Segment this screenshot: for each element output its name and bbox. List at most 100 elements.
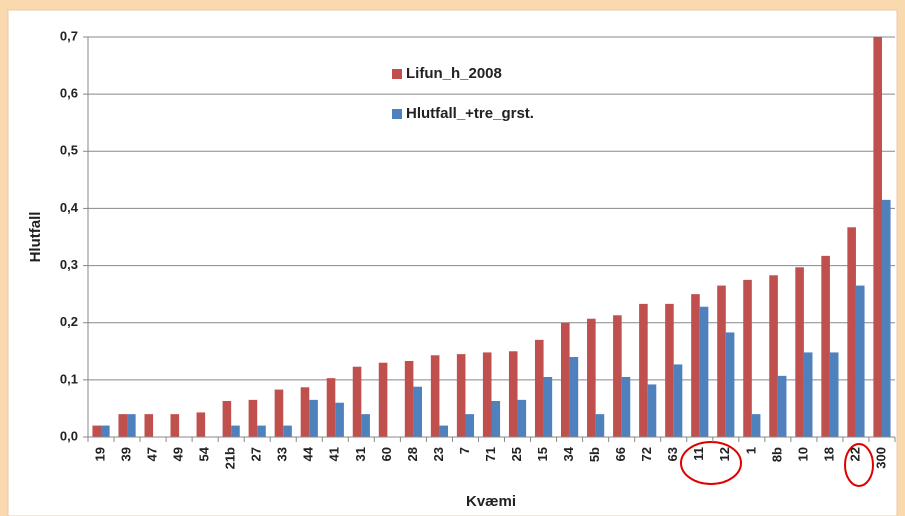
- bar: [430, 355, 440, 437]
- y-tick-label: 0,4: [60, 200, 79, 215]
- y-tick-label: 0,0: [60, 428, 78, 443]
- bar: [569, 357, 579, 437]
- x-tick-label: 39: [118, 447, 133, 461]
- x-tick-label: 72: [639, 447, 654, 461]
- bar: [699, 306, 709, 437]
- bar: [847, 227, 856, 437]
- x-tick-label: 63: [665, 447, 680, 461]
- bar: [873, 37, 882, 437]
- x-tick-label: 300: [873, 447, 888, 469]
- bar: [821, 255, 830, 437]
- bar: [309, 399, 318, 437]
- bar: [118, 414, 128, 437]
- bar: [613, 315, 622, 437]
- bar: [534, 339, 544, 437]
- highlight: [680, 441, 742, 485]
- bar: [803, 352, 813, 437]
- x-tick-label: 18: [821, 447, 836, 461]
- bar: [352, 366, 362, 437]
- bar: [561, 322, 570, 437]
- bar: [456, 354, 466, 437]
- x-tick-label: 11: [691, 447, 706, 461]
- x-tick-label: 44: [301, 446, 316, 461]
- y-tick-label: 0,3: [60, 257, 78, 272]
- bar: [795, 267, 804, 437]
- bar: [491, 401, 501, 437]
- highlight: [844, 443, 874, 487]
- bar: [361, 414, 370, 437]
- x-tick-label: 49: [171, 447, 186, 461]
- y-tick-label: 0,7: [60, 28, 78, 43]
- bar: [639, 303, 648, 437]
- bar: [170, 414, 180, 437]
- bar: [621, 377, 631, 437]
- bar: [465, 414, 475, 437]
- x-tick-label: 41: [327, 447, 342, 461]
- y-tick-label: 0,6: [60, 86, 78, 101]
- x-tick-label: 1: [743, 447, 758, 454]
- legend-label: Lifun_h_2008: [406, 65, 502, 82]
- bar: [725, 332, 735, 437]
- x-axis-title: Kvæmi: [466, 493, 516, 510]
- bar: [855, 285, 865, 437]
- x-tick-label: 15: [535, 447, 550, 461]
- bar: [335, 402, 344, 437]
- x-tick-label: 8b: [769, 447, 784, 462]
- bar: [283, 425, 292, 437]
- bar: [257, 425, 266, 437]
- x-tick-label: 25: [509, 447, 524, 461]
- x-tick-label: 66: [613, 447, 628, 461]
- bar: [829, 352, 839, 437]
- bar: [144, 414, 154, 437]
- y-tick-label: 0,2: [60, 314, 78, 329]
- bar: [751, 414, 761, 437]
- bar: [587, 318, 596, 437]
- bar: [404, 361, 414, 437]
- legend-label: Hlutfall_+tre_grst.: [406, 105, 534, 122]
- y-tick-label: 0,1: [60, 371, 78, 386]
- x-tick-label: 21b: [223, 447, 238, 469]
- bar: [691, 294, 700, 437]
- x-tick-label: 12: [717, 447, 732, 461]
- bar: [717, 285, 726, 437]
- bar: [378, 362, 388, 437]
- x-tick-label: 5b: [587, 447, 602, 462]
- bar: [508, 351, 518, 437]
- x-tick-label: 54: [197, 446, 212, 461]
- x-tick-label: 28: [405, 447, 420, 461]
- x-tick-label: 60: [379, 447, 394, 461]
- x-tick-label: 7: [457, 447, 472, 454]
- x-tick-label: 31: [353, 447, 368, 461]
- x-tick-label: 34: [561, 446, 576, 461]
- bar: [647, 384, 657, 437]
- bar: [248, 399, 258, 437]
- x-tick-label: 47: [145, 447, 160, 461]
- y-axis-title: Hlutfall: [27, 212, 44, 263]
- bar: [92, 425, 102, 437]
- bar: [881, 199, 891, 437]
- bar: [665, 303, 674, 437]
- legend-swatch: [392, 109, 402, 119]
- bar: [326, 378, 336, 437]
- bar: [231, 425, 240, 437]
- bar: [222, 401, 232, 437]
- x-tick-label: 33: [275, 447, 290, 461]
- x-tick-label: 22: [847, 447, 862, 461]
- bar: [769, 275, 778, 437]
- y-tick-label: 0,5: [60, 143, 78, 158]
- bar: [543, 377, 553, 437]
- x-tick-label: 71: [483, 447, 498, 461]
- bar: [300, 387, 310, 437]
- x-tick-label: 23: [431, 447, 446, 461]
- bar: [413, 386, 422, 437]
- bar: [127, 414, 136, 437]
- bar: [196, 412, 206, 437]
- bar: [517, 399, 527, 437]
- x-tick-label: 19: [92, 447, 107, 461]
- x-tick-label: 10: [795, 447, 810, 461]
- bar: [777, 375, 787, 437]
- legend-swatch: [392, 69, 402, 79]
- bar: [595, 414, 605, 437]
- bar: [743, 279, 752, 437]
